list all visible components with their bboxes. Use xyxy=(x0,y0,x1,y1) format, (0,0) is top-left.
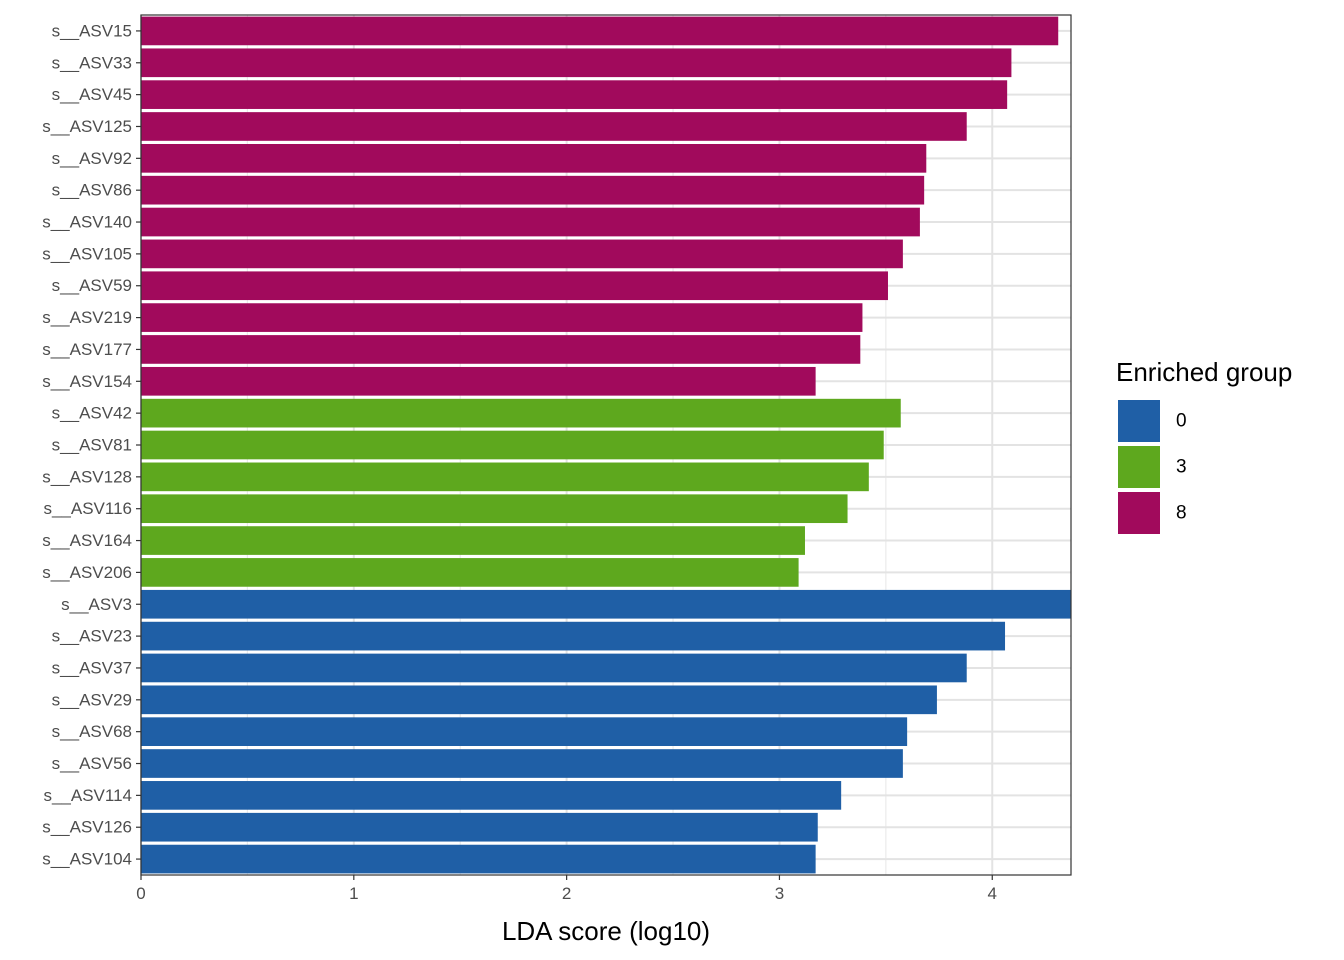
bar-sasv29 xyxy=(141,685,937,715)
y-tick-label: s__ASV114 xyxy=(43,786,132,805)
x-tick-label: 3 xyxy=(775,884,784,903)
bar-sasv177 xyxy=(141,335,861,364)
y-tick-label: s__ASV45 xyxy=(52,85,132,104)
y-tick-label: s__ASV86 xyxy=(52,181,132,200)
x-tick-label: 1 xyxy=(349,884,358,903)
x-axis-title: LDA score (log10) xyxy=(502,916,710,946)
y-tick-label: s__ASV29 xyxy=(52,690,132,709)
bar-sasv56 xyxy=(141,749,903,778)
bar-sasv86 xyxy=(141,175,925,205)
y-tick-label: s__ASV206 xyxy=(42,563,132,582)
bar-sasv125 xyxy=(141,112,967,141)
bar-sasv114 xyxy=(141,781,842,810)
legend-key-0 xyxy=(1118,400,1160,442)
y-tick-label: s__ASV116 xyxy=(43,499,132,518)
bar-sasv37 xyxy=(141,653,967,683)
x-tick-label: 2 xyxy=(562,884,571,903)
y-tick-label: s__ASV59 xyxy=(52,276,132,295)
bar-sasv92 xyxy=(141,144,927,173)
y-tick-label: s__ASV126 xyxy=(42,818,132,837)
bar-sasv42 xyxy=(141,398,901,428)
bar-sasv15 xyxy=(141,16,1059,46)
legend-label: 8 xyxy=(1176,503,1187,524)
bar-sasv3 xyxy=(141,589,1071,619)
legend: Enriched group 0 3 8 xyxy=(1116,357,1292,534)
legend-label: 3 xyxy=(1176,457,1187,478)
bars xyxy=(141,16,1071,874)
y-axis: s__ASV15 s__ASV33 s__ASV45 s__ASV125 s__ASV9… xyxy=(42,21,141,869)
y-tick-label: s__ASV219 xyxy=(42,308,132,327)
bar-sasv206 xyxy=(141,558,799,587)
bar-sasv81 xyxy=(141,430,884,460)
bar-sasv23 xyxy=(141,621,1006,651)
bar-sasv128 xyxy=(141,462,869,492)
legend-label: 0 xyxy=(1176,411,1187,432)
y-tick-label: s__ASV37 xyxy=(52,658,132,677)
y-tick-label: s__ASV23 xyxy=(52,627,132,646)
y-tick-label: s__ASV15 xyxy=(52,21,132,40)
y-tick-label: s__ASV3 xyxy=(61,595,132,614)
y-tick-label: s__ASV128 xyxy=(42,467,132,486)
y-tick-label: s__ASV140 xyxy=(42,213,132,232)
y-tick-label: s__ASV81 xyxy=(52,436,132,455)
y-tick-label: s__ASV68 xyxy=(52,722,132,741)
y-tick-label: s__ASV164 xyxy=(42,531,132,550)
y-tick-label: s__ASV154 xyxy=(42,372,132,391)
x-axis: 0 1 2 3 4 xyxy=(136,875,997,903)
bar-sasv126 xyxy=(141,812,818,842)
y-tick-label: s__ASV104 xyxy=(42,850,132,869)
y-tick-label: s__ASV105 xyxy=(42,244,132,263)
legend-title: Enriched group xyxy=(1116,357,1292,387)
y-tick-label: s__ASV177 xyxy=(42,340,132,359)
y-tick-label: s__ASV42 xyxy=(52,404,132,423)
y-tick-label: s__ASV56 xyxy=(52,754,132,773)
bar-sasv116 xyxy=(141,494,848,524)
legend-key-8 xyxy=(1118,492,1160,534)
y-tick-label: s__ASV33 xyxy=(52,53,132,72)
bar-sasv219 xyxy=(141,303,863,332)
bar-sasv45 xyxy=(141,80,1008,109)
bar-sasv164 xyxy=(141,526,805,555)
legend-key-3 xyxy=(1118,446,1160,488)
bar-sasv59 xyxy=(141,271,888,301)
bar-sasv104 xyxy=(141,844,816,874)
x-tick-label: 0 xyxy=(136,884,145,903)
x-tick-label: 4 xyxy=(988,884,997,903)
bar-sasv105 xyxy=(141,239,903,269)
bar-sasv33 xyxy=(141,48,1012,78)
y-tick-label: s__ASV125 xyxy=(42,117,132,136)
bar-sasv154 xyxy=(141,366,816,396)
bar-sasv140 xyxy=(141,207,920,237)
y-tick-label: s__ASV92 xyxy=(52,149,132,168)
bar-sasv68 xyxy=(141,717,908,746)
